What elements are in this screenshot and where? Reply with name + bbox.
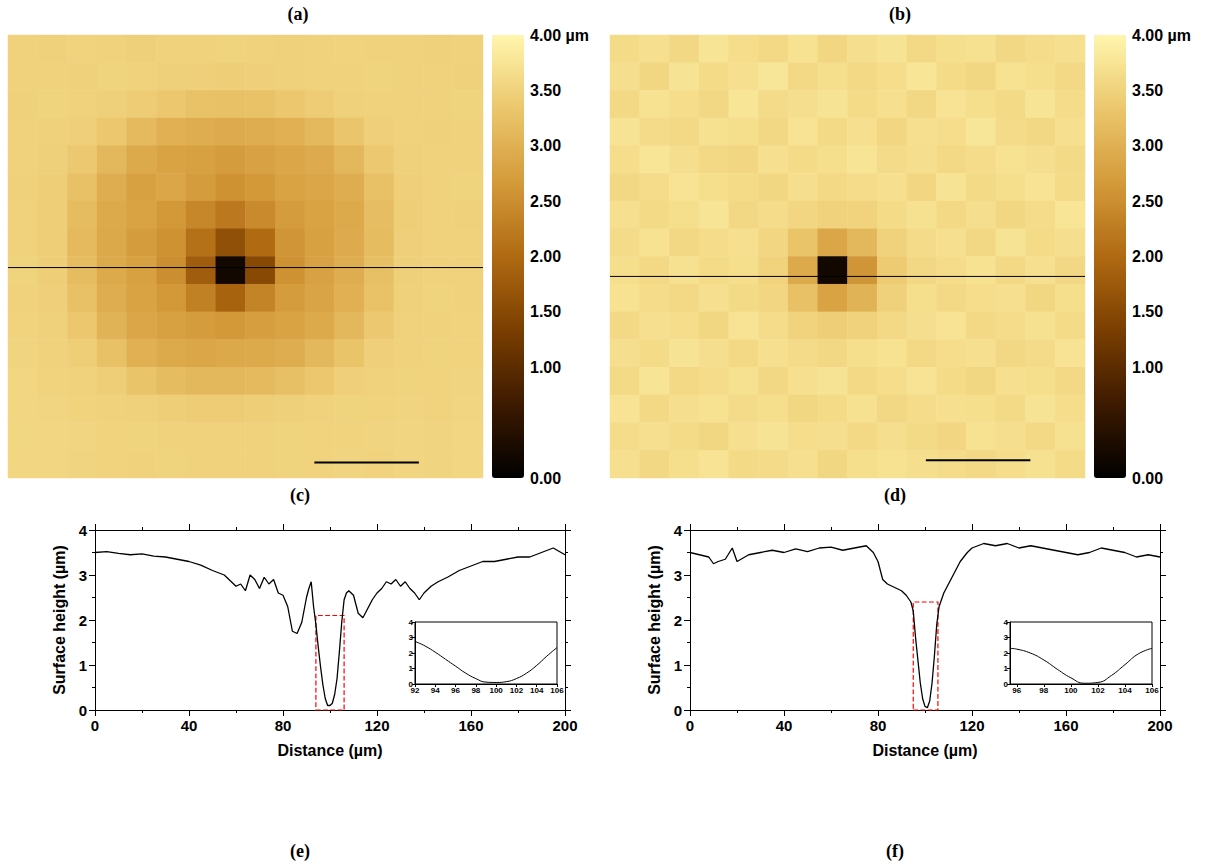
svg-text:4: 4 <box>1004 618 1009 627</box>
svg-text:104: 104 <box>1118 686 1132 695</box>
svg-text:102: 102 <box>1091 686 1105 695</box>
svg-text:160: 160 <box>458 717 483 734</box>
svg-text:3: 3 <box>409 633 414 642</box>
svg-text:106: 106 <box>1145 686 1159 695</box>
svg-text:0: 0 <box>674 702 682 719</box>
svg-text:80: 80 <box>870 717 887 734</box>
svg-text:3: 3 <box>674 567 682 584</box>
svg-text:2: 2 <box>79 612 87 629</box>
svg-text:4: 4 <box>409 618 414 627</box>
svg-text:0: 0 <box>408 679 413 689</box>
svg-text:(b): (b) <box>889 4 911 25</box>
svg-text:2: 2 <box>1004 649 1009 658</box>
svg-text:100: 100 <box>1064 686 1078 695</box>
svg-text:Surface height (µm): Surface height (µm) <box>646 545 663 695</box>
svg-text:80: 80 <box>275 717 292 734</box>
svg-text:100: 100 <box>489 686 503 695</box>
svg-text:0: 0 <box>79 702 87 719</box>
svg-text:96: 96 <box>451 686 460 695</box>
svg-text:104: 104 <box>530 686 544 695</box>
svg-text:(e): (e) <box>290 841 310 862</box>
svg-text:96: 96 <box>1012 686 1021 695</box>
svg-text:(a): (a) <box>288 4 309 25</box>
svg-text:4: 4 <box>674 522 683 539</box>
svg-text:(f): (f) <box>886 841 904 862</box>
svg-text:2.00: 2.00 <box>530 248 561 265</box>
svg-text:200: 200 <box>552 717 577 734</box>
svg-text:Surface height (µm): Surface height (µm) <box>51 545 68 695</box>
svg-text:102: 102 <box>510 686 524 695</box>
svg-text:3: 3 <box>1004 633 1009 642</box>
svg-text:0: 0 <box>686 717 694 734</box>
svg-text:2.00: 2.00 <box>1132 248 1163 265</box>
svg-text:4: 4 <box>79 522 88 539</box>
svg-text:200: 200 <box>1147 717 1172 734</box>
svg-text:40: 40 <box>776 717 793 734</box>
svg-text:106: 106 <box>550 686 564 695</box>
svg-text:1: 1 <box>1004 664 1009 673</box>
svg-text:2: 2 <box>409 649 414 658</box>
svg-text:1.00: 1.00 <box>1132 359 1163 376</box>
svg-text:(c): (c) <box>290 485 310 506</box>
svg-text:Distance (µm): Distance (µm) <box>872 742 977 759</box>
svg-text:0: 0 <box>91 717 99 734</box>
svg-text:120: 120 <box>959 717 984 734</box>
svg-text:3.50: 3.50 <box>530 82 561 99</box>
svg-text:1: 1 <box>674 657 682 674</box>
svg-text:(d): (d) <box>884 485 906 506</box>
svg-text:3.50: 3.50 <box>1132 82 1163 99</box>
svg-text:1: 1 <box>409 664 414 673</box>
svg-text:40: 40 <box>181 717 198 734</box>
svg-text:2.50: 2.50 <box>1132 193 1163 210</box>
svg-text:3.00: 3.00 <box>1132 137 1163 154</box>
svg-text:98: 98 <box>1039 686 1048 695</box>
svg-text:98: 98 <box>471 686 480 695</box>
svg-text:Distance (µm): Distance (µm) <box>277 742 382 759</box>
svg-text:0.00: 0.00 <box>1132 470 1163 487</box>
svg-text:0: 0 <box>1004 680 1009 689</box>
svg-text:120: 120 <box>364 717 389 734</box>
svg-text:2: 2 <box>674 612 682 629</box>
svg-text:0.00: 0.00 <box>530 470 561 487</box>
svg-text:1: 1 <box>79 657 87 674</box>
svg-text:94: 94 <box>431 686 440 695</box>
svg-text:4.00 µm: 4.00 µm <box>1132 27 1191 44</box>
svg-text:3: 3 <box>79 567 87 584</box>
svg-text:4.00 µm: 4.00 µm <box>530 27 589 44</box>
svg-text:160: 160 <box>1053 717 1078 734</box>
svg-text:3.00: 3.00 <box>530 137 561 154</box>
svg-text:1.50: 1.50 <box>530 303 561 320</box>
svg-text:1.50: 1.50 <box>1132 303 1163 320</box>
svg-text:1.00: 1.00 <box>530 359 561 376</box>
svg-text:2.50: 2.50 <box>530 193 561 210</box>
svg-text:92: 92 <box>411 686 420 695</box>
